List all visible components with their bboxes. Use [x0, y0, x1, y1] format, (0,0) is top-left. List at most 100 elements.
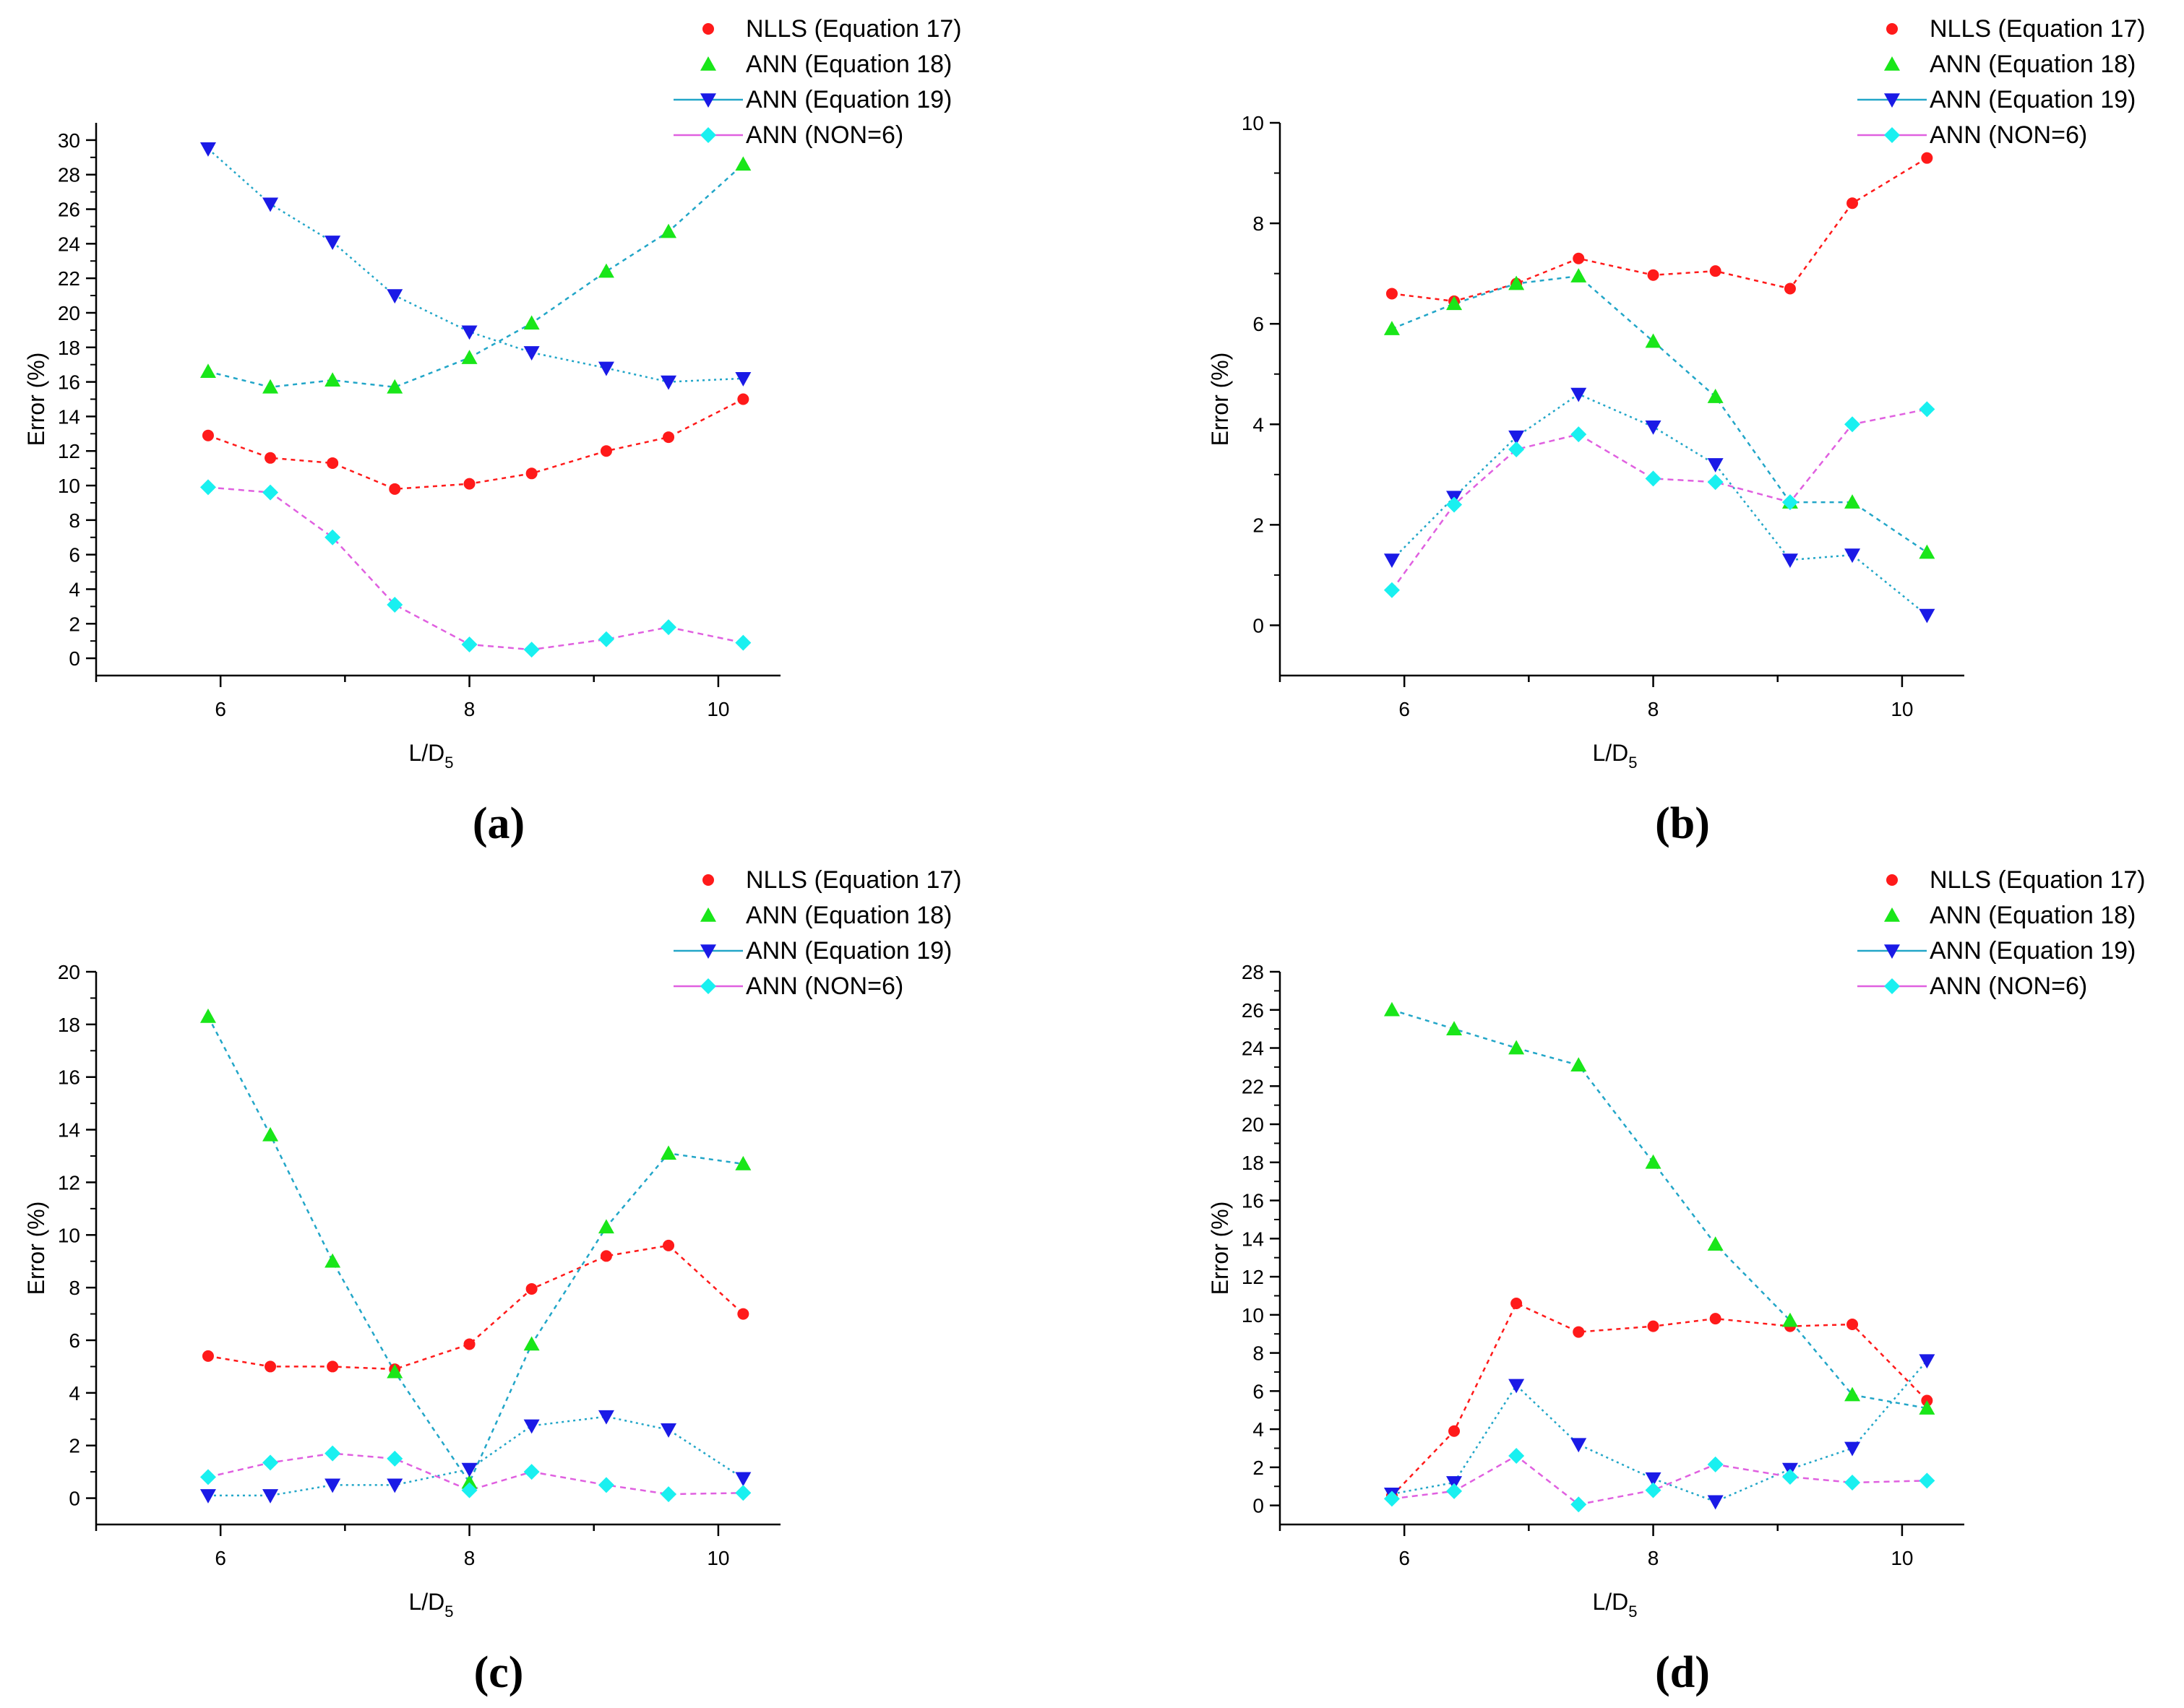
- data-point-non6: [1645, 470, 1661, 487]
- legend-marker: [1884, 978, 1900, 994]
- y-tick-label: 20: [1242, 1113, 1264, 1136]
- panel-label: (b): [1655, 799, 1710, 848]
- data-point-non6: [1645, 1482, 1661, 1498]
- y-tick-label: 26: [1242, 999, 1264, 1022]
- data-point-ann18: [1508, 275, 1525, 290]
- y-tick-label: 0: [69, 647, 80, 670]
- data-point-ann19: [1919, 1354, 1935, 1369]
- series-line-ann18: [1391, 1009, 1927, 1410]
- data-point-ann18: [1844, 1386, 1861, 1402]
- data-point-non6: [1570, 1496, 1587, 1513]
- data-point-ann18: [661, 223, 677, 238]
- panel-label: (d): [1655, 1648, 1710, 1697]
- data-point-ann18: [1919, 544, 1935, 559]
- legend-marker: [1886, 874, 1898, 886]
- data-point-nlls: [389, 483, 401, 495]
- data-point-non6: [661, 1486, 677, 1503]
- data-point-ann18: [1508, 1040, 1525, 1055]
- y-tick-label: 16: [58, 371, 80, 394]
- data-point-ann18: [1919, 1400, 1935, 1415]
- x-axis-title: L/D5: [1592, 1589, 1637, 1621]
- data-point-ann19: [1570, 387, 1587, 402]
- data-point-non6: [1508, 441, 1525, 458]
- y-tick-label: 6: [1252, 1380, 1264, 1402]
- x-tick-label: 6: [1398, 698, 1410, 720]
- data-point-non6: [1446, 1483, 1463, 1499]
- x-tick-label: 10: [1891, 1547, 1913, 1569]
- x-tick-label: 10: [707, 1547, 729, 1569]
- data-point-ann18: [262, 1126, 279, 1142]
- data-point-non6: [324, 529, 341, 545]
- data-point-ann19: [523, 346, 540, 361]
- data-point-ann19: [661, 1423, 677, 1438]
- y-tick-label: 14: [58, 405, 80, 428]
- legend-marker: [1884, 56, 1900, 71]
- y-axis-title: Error (%): [1207, 353, 1233, 447]
- data-point-nlls: [463, 1338, 476, 1350]
- data-point-nlls: [265, 452, 277, 464]
- series-line-ann19: [1391, 1360, 1928, 1503]
- data-point-ann19: [387, 1478, 403, 1493]
- y-tick-label: 4: [69, 1382, 80, 1405]
- data-point-ann18: [1645, 333, 1661, 348]
- legend-label: ANN (Equation 19): [1930, 937, 2136, 965]
- legend-marker: [700, 944, 716, 959]
- y-tick-label: 10: [58, 1224, 80, 1246]
- data-point-nlls: [327, 1360, 339, 1373]
- data-point-ann19: [262, 197, 279, 212]
- data-point-nlls: [525, 467, 538, 480]
- series-line-non6: [1390, 408, 1927, 591]
- y-tick-label: 6: [69, 1329, 80, 1352]
- legend-marker: [700, 978, 716, 994]
- y-tick-label: 18: [1242, 1152, 1264, 1174]
- legend-label: NLLS (Equation 17): [746, 15, 962, 43]
- data-point-ann18: [1446, 296, 1463, 311]
- legend-marker: [1884, 944, 1900, 959]
- data-point-non6: [199, 1469, 216, 1485]
- data-point-ann19: [1707, 1495, 1724, 1510]
- data-point-non6: [461, 1482, 478, 1498]
- data-point-nlls: [600, 445, 612, 457]
- data-point-ann18: [199, 363, 216, 379]
- y-tick-label: 20: [58, 302, 80, 324]
- data-point-nlls: [463, 478, 476, 490]
- legend-label: NLLS (Equation 17): [1930, 15, 2146, 43]
- data-point-non6: [598, 631, 614, 647]
- y-tick-label: 10: [1242, 112, 1264, 134]
- data-point-ann18: [735, 156, 752, 171]
- series-line-ann19: [207, 1415, 744, 1497]
- legend: NLLS (Equation 17) ANN (Equation 18) ANN (…: [674, 866, 962, 1000]
- x-tick-label: 6: [215, 698, 226, 720]
- data-point-non6: [1781, 1469, 1798, 1485]
- legend-marker: [702, 874, 714, 886]
- data-point-ann18: [523, 315, 540, 330]
- y-tick-label: 12: [1242, 1266, 1264, 1288]
- data-point-ann18: [1645, 1154, 1661, 1169]
- y-tick-label: 20: [58, 961, 80, 983]
- series-line-non6: [207, 1452, 744, 1496]
- data-point-non6: [1570, 426, 1587, 443]
- panel-c: 0 2 4 6 8 10 12 14 16 18 20 6 8 10 Error (%) L/D5 NLLS (…: [23, 866, 962, 1697]
- legend-marker: [1884, 93, 1900, 108]
- y-tick-label: 0: [1252, 1495, 1264, 1517]
- x-tick-label: 8: [1648, 1547, 1659, 1569]
- data-point-ann18: [598, 1219, 614, 1234]
- legend-label: ANN (NON=6): [1930, 121, 2087, 149]
- y-tick-label: 4: [1252, 413, 1264, 436]
- data-point-non6: [1383, 1491, 1400, 1507]
- y-tick-label: 18: [58, 337, 80, 359]
- data-point-nlls: [663, 1239, 675, 1251]
- y-tick-label: 10: [1242, 1304, 1264, 1327]
- data-point-non6: [735, 634, 752, 651]
- legend-label: ANN (Equation 19): [1930, 86, 2136, 113]
- y-tick-label: 14: [58, 1119, 80, 1142]
- data-point-non6: [1707, 474, 1724, 491]
- legend-label: ANN (Equation 19): [746, 937, 952, 965]
- x-tick-label: 8: [464, 698, 476, 720]
- legend: NLLS (Equation 17) ANN (Equation 18) ANN (…: [1857, 15, 2146, 149]
- data-point-nlls: [525, 1282, 538, 1295]
- panel-b: 0 2 4 6 8 10 6 8 10 Error (%) L/D5 NLLS (Equation 1…: [1207, 15, 2146, 848]
- data-point-non6: [523, 642, 540, 658]
- data-point-ann18: [1383, 1001, 1400, 1017]
- y-tick-label: 4: [69, 578, 80, 600]
